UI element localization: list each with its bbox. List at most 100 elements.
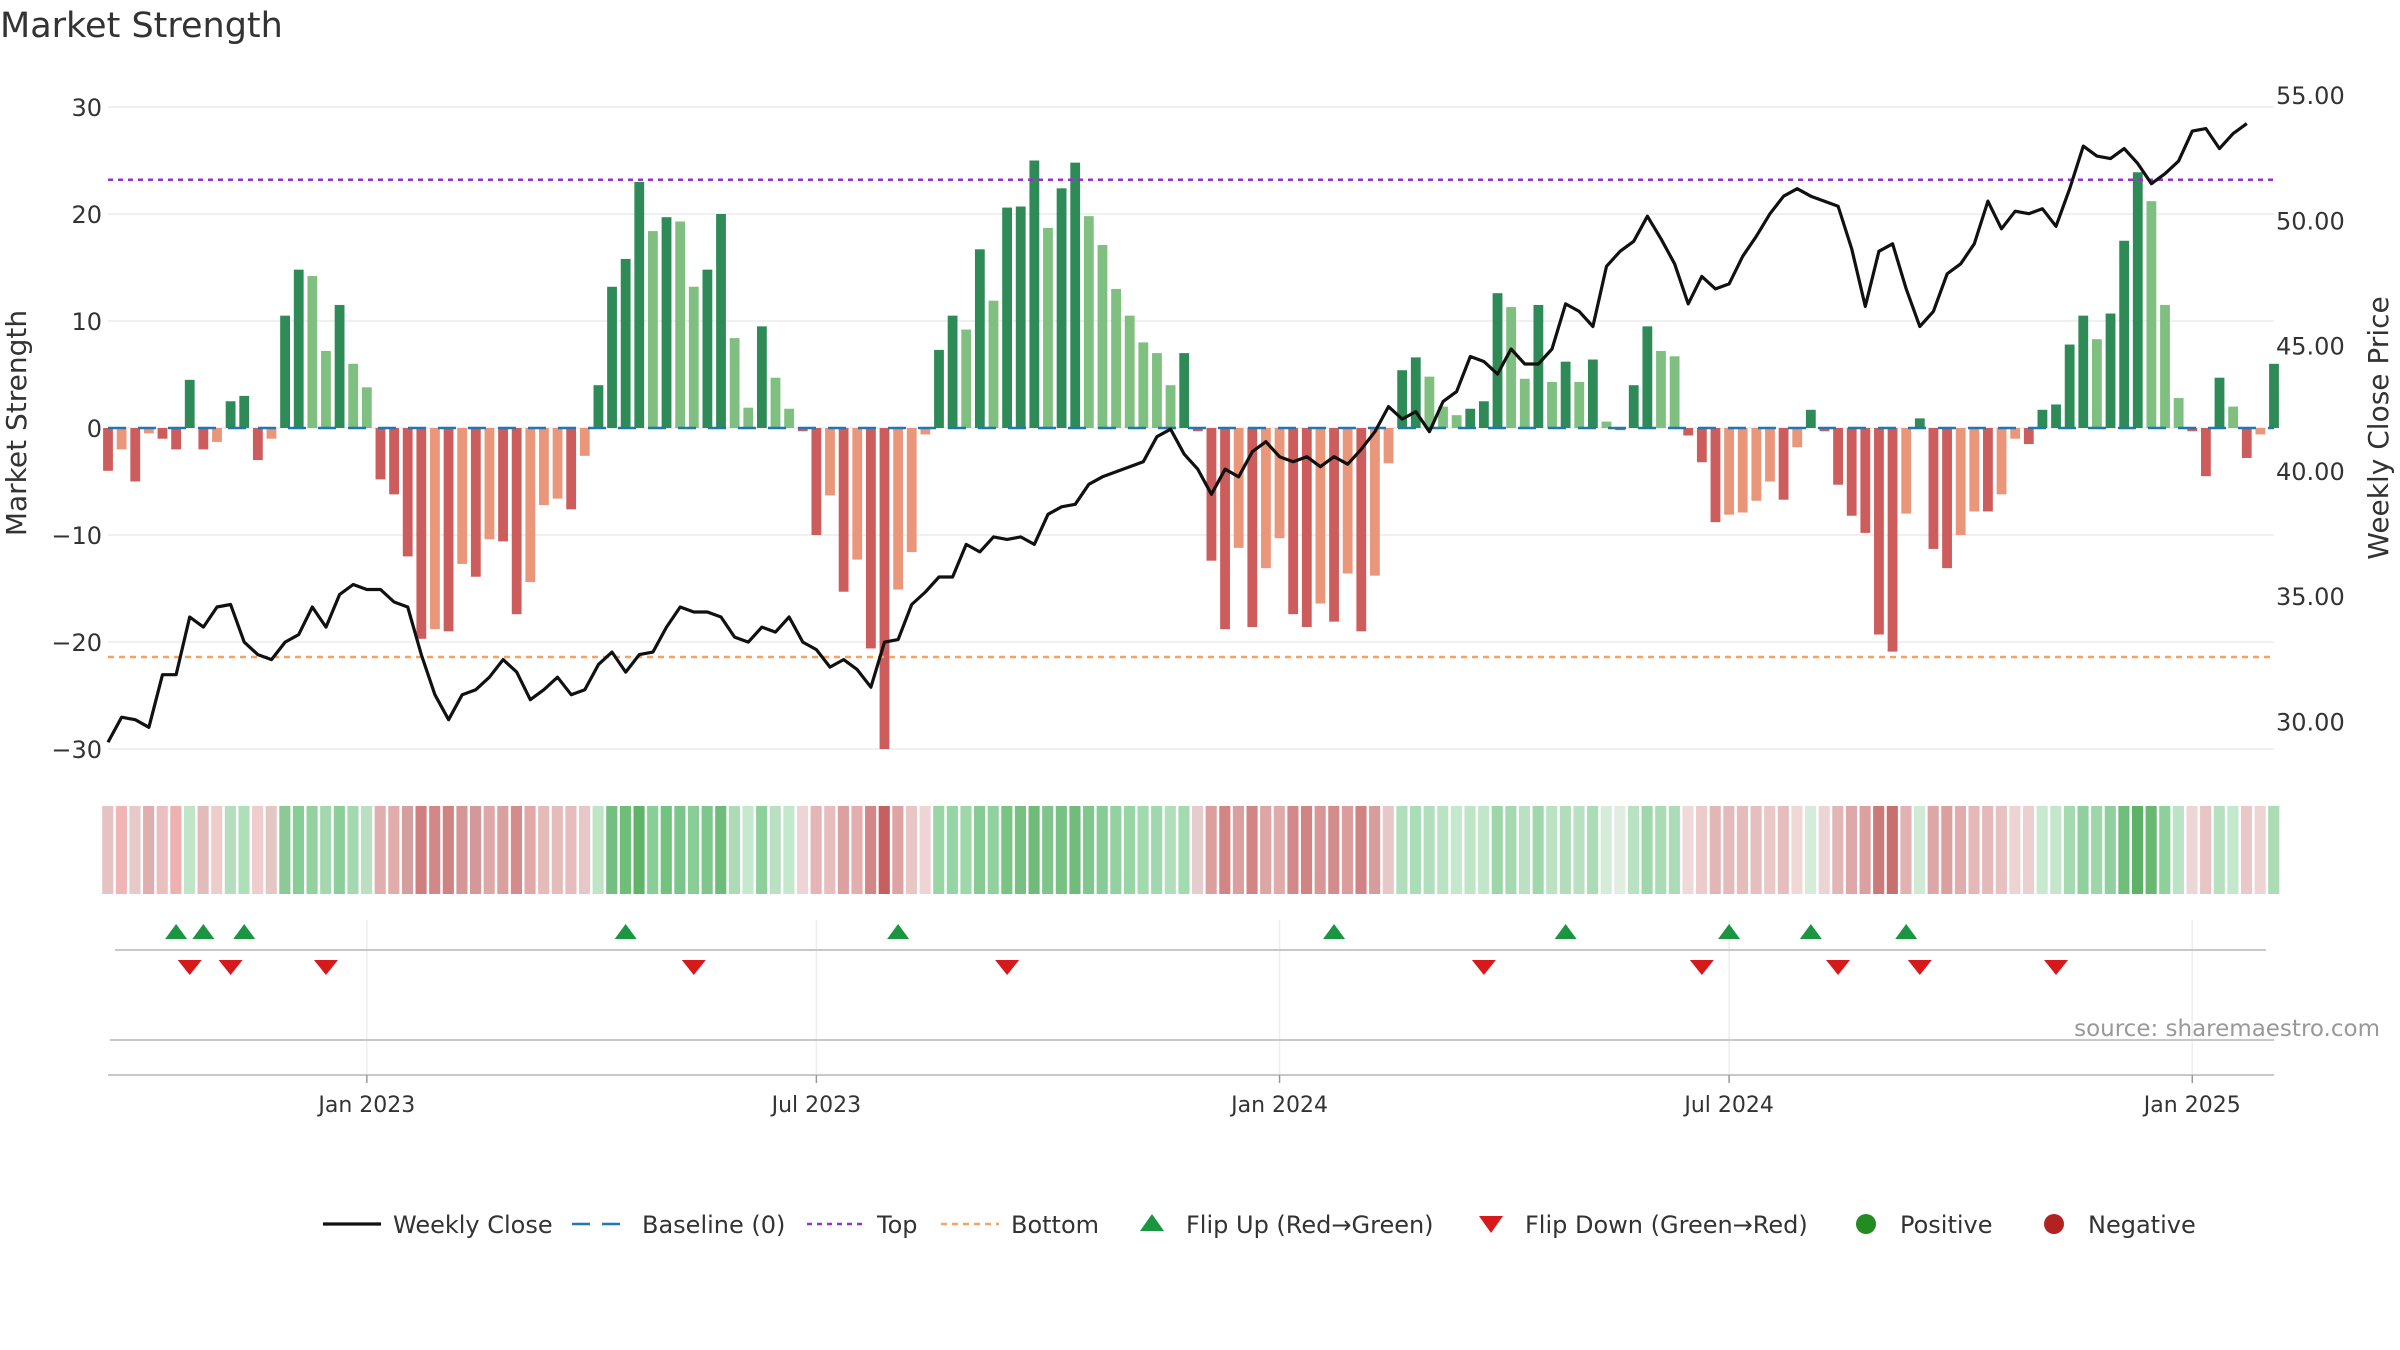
legend-label: Negative [2088, 1211, 2196, 1239]
right-tick-label: 35.00 [2276, 583, 2345, 611]
strength-bar [2228, 406, 2239, 428]
strength-bar [198, 428, 209, 450]
timeline-cell [837, 806, 849, 894]
strength-bar [1111, 288, 1121, 428]
strength-bar [1247, 428, 1258, 628]
strength-bar [225, 401, 236, 428]
right-tick-label: 30.00 [2276, 708, 2345, 736]
strength-bar [1710, 428, 1721, 523]
timeline-cell [783, 806, 795, 894]
timeline-cell [728, 806, 740, 894]
flip-up-marker [614, 924, 637, 939]
strength-bar [1860, 428, 1871, 533]
timeline-cell [647, 806, 659, 894]
strength-bar [1683, 428, 1694, 436]
timeline-cell [1546, 806, 1558, 894]
strength-bar [1533, 304, 1544, 428]
timeline-cell [224, 806, 236, 894]
strength-bar [1765, 428, 1775, 482]
timeline-cell [1382, 806, 1394, 894]
strength-bar [443, 428, 454, 632]
strength-bar [1192, 428, 1203, 432]
strength-bar [2105, 313, 2116, 428]
timeline-cell [401, 806, 414, 894]
timeline-cell [1178, 806, 1190, 894]
timeline-cell [415, 806, 427, 894]
timeline-cell [1627, 806, 1640, 894]
left-tick-label: 10 [71, 308, 102, 336]
strength-bar [552, 428, 563, 499]
timeline-cell [633, 806, 645, 894]
timeline-cell [619, 806, 631, 894]
timeline-cell [1954, 806, 1966, 894]
timeline-cell [1736, 806, 1749, 894]
timeline-cell [2186, 806, 2198, 894]
strength-bar [1138, 342, 1149, 428]
timeline-cell [946, 806, 958, 894]
strength-bar [2173, 398, 2184, 428]
timeline-cell [129, 806, 141, 894]
legend-label: Bottom [1011, 1211, 1099, 1239]
strength-bar [1737, 428, 1748, 513]
timeline-cell [388, 806, 400, 894]
left-tick-label: 20 [71, 201, 102, 229]
strength-bar [1029, 160, 1040, 428]
flip-up-marker [1718, 924, 1741, 939]
timeline-cell [320, 806, 332, 894]
timeline-cell [1328, 806, 1340, 894]
strength-bar [1942, 428, 1952, 569]
strength-bar [1696, 428, 1707, 463]
strength-bar [1465, 408, 1476, 428]
strength-bar [1370, 428, 1380, 576]
strength-bar [770, 377, 781, 428]
strength-bar [525, 428, 536, 583]
timeline-cell [824, 806, 836, 894]
timeline-cell [1123, 806, 1136, 894]
weekly-close-line [106, 122, 2248, 744]
strength-bar [1846, 428, 1857, 516]
flip-up-marker [165, 924, 188, 939]
strength-bar [116, 428, 127, 450]
strength-bar [402, 428, 413, 557]
strength-bar [838, 428, 849, 592]
strength-bar [1152, 353, 1162, 428]
timeline-cell [687, 806, 700, 894]
timeline-cell [1423, 806, 1435, 894]
timeline-cell [1777, 806, 1789, 894]
strength-bar [511, 428, 522, 615]
timeline-cell [1083, 806, 1095, 894]
strength-bars [103, 160, 2279, 749]
timeline-cell [2268, 806, 2280, 894]
timeline-cell [374, 806, 386, 894]
strength-bar [729, 338, 740, 428]
timeline-cell [715, 806, 727, 894]
timeline-cell [2240, 806, 2253, 894]
strength-bar [825, 428, 835, 496]
strength-bar [688, 286, 699, 428]
timeline-cell [1478, 806, 1490, 894]
legend-item: Flip Up (Red→Green) [1140, 1211, 1434, 1239]
strength-bar [2160, 304, 2170, 428]
timeline-cell [1845, 806, 1858, 894]
strength-bar [484, 428, 495, 540]
strength-bar [811, 428, 822, 535]
strength-bar [1805, 409, 1816, 428]
timeline-cell [756, 806, 768, 894]
strength-bar [1601, 421, 1612, 428]
strength-bar [743, 407, 754, 428]
strength-bar [2132, 172, 2143, 428]
right-tick-label: 50.00 [2276, 207, 2345, 235]
strength-bar [2092, 339, 2102, 428]
strength-bar [1220, 428, 1230, 630]
timeline-cell [592, 806, 604, 894]
timeline-cell [102, 806, 114, 894]
legend-label: Top [876, 1211, 918, 1239]
legend-label: Flip Up (Red→Green) [1186, 1211, 1434, 1239]
strength-bar [1587, 359, 1598, 428]
strength-bar [2064, 344, 2075, 428]
timeline-cell [2145, 806, 2157, 894]
timeline-cell [2213, 806, 2225, 894]
timeline-cell [1464, 806, 1476, 894]
timeline-cell [2022, 806, 2035, 894]
strength-bar [470, 428, 481, 577]
